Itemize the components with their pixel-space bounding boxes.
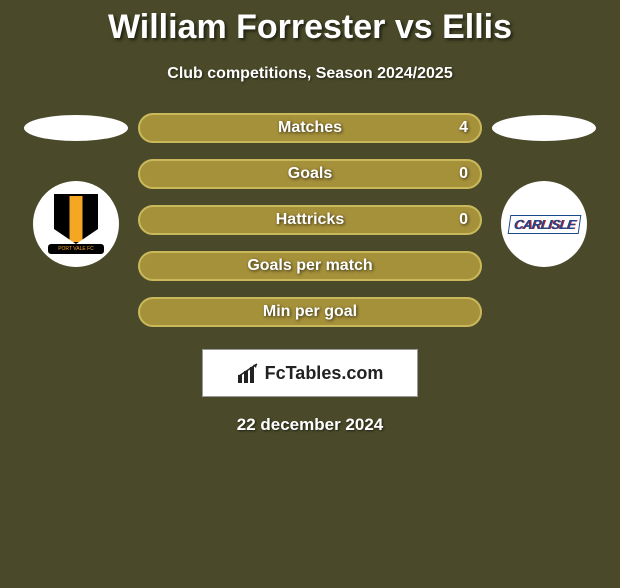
stat-right-value: 0: [459, 211, 468, 229]
club-logo-right: CARLISLE: [501, 181, 587, 267]
portvale-crest: PORT VALE FC: [41, 186, 111, 262]
stat-right-value: 0: [459, 165, 468, 183]
player-left-bubble: [24, 115, 128, 141]
stats-column: Matches 4 Goals 0 Hattricks 0 Goals per …: [138, 113, 482, 343]
left-player-column: PORT VALE FC: [24, 113, 128, 267]
fctables-logo: FcTables.com: [237, 363, 384, 384]
attribution-text: FcTables.com: [265, 363, 384, 384]
club-logo-left: PORT VALE FC: [33, 181, 119, 267]
stat-label: Min per goal: [263, 303, 357, 321]
stat-row-min-per-goal: Min per goal: [138, 297, 482, 327]
comparison-panel: PORT VALE FC Matches 4 Goals 0 Hattricks…: [0, 113, 620, 343]
date-text: 22 december 2024: [0, 415, 620, 435]
stat-label: Goals per match: [247, 257, 372, 275]
stat-row-goals-per-match: Goals per match: [138, 251, 482, 281]
stat-row-hattricks: Hattricks 0: [138, 205, 482, 235]
stat-label: Goals: [288, 165, 332, 183]
chart-icon: [237, 363, 259, 383]
stat-right-value: 4: [459, 119, 468, 137]
page-title: William Forrester vs Ellis: [0, 8, 620, 47]
player-right-bubble: [492, 115, 596, 141]
carlisle-text: CARLISLE: [507, 215, 581, 234]
stat-label: Matches: [278, 119, 342, 137]
right-player-column: CARLISLE: [492, 113, 596, 267]
portvale-banner: PORT VALE FC: [48, 244, 104, 254]
attribution-box: FcTables.com: [202, 349, 418, 397]
stat-row-goals: Goals 0: [138, 159, 482, 189]
stat-row-matches: Matches 4: [138, 113, 482, 143]
portvale-shield-icon: [54, 194, 98, 244]
carlisle-crest: CARLISLE: [501, 181, 587, 267]
stat-label: Hattricks: [276, 211, 344, 229]
subtitle: Club competitions, Season 2024/2025: [0, 65, 620, 83]
